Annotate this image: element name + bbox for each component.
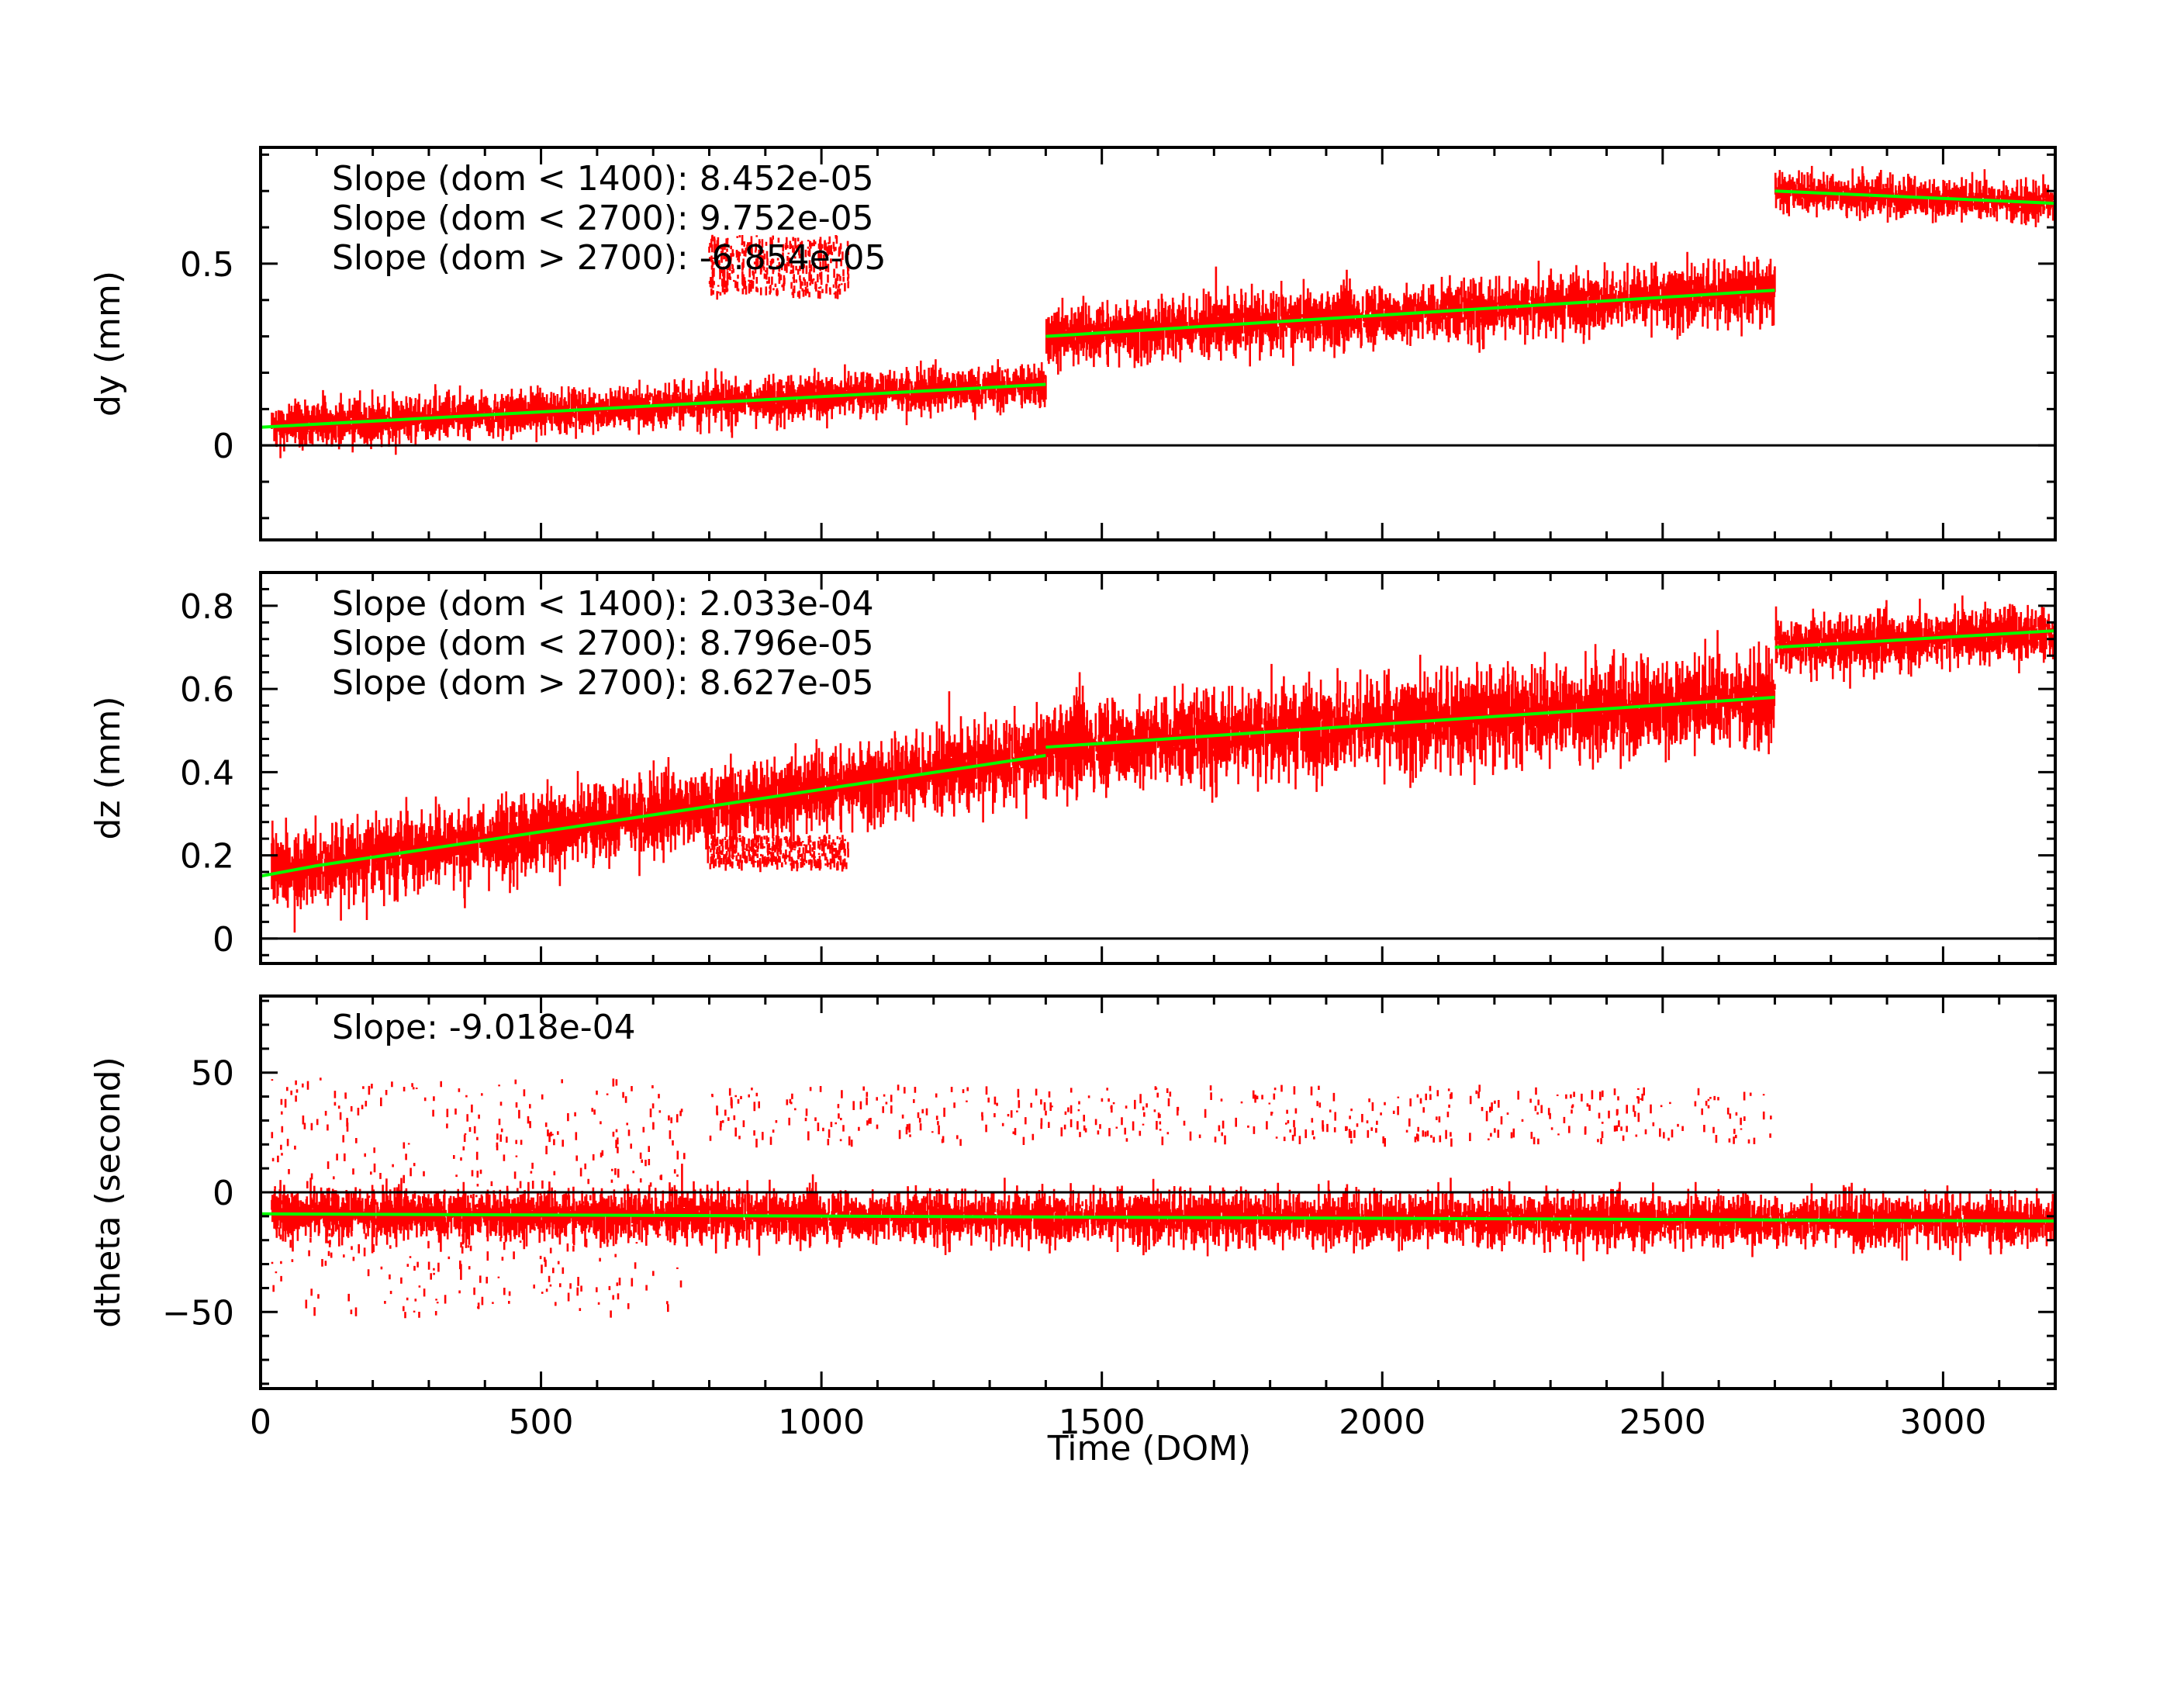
slope-annotation-dz-1: Slope (dom < 2700): 8.796e-05	[332, 624, 874, 663]
y-ticks-dz	[261, 571, 2055, 956]
x-tick-label: 0	[250, 1403, 271, 1442]
panel-dtheta: −50 0 50 dtheta (second) Slope: -9.018e-04	[88, 994, 2057, 1390]
data-cluster-dz-0	[708, 835, 849, 873]
x-tick-label: 2500	[1619, 1403, 1706, 1442]
slope-annotation-dy-1: Slope (dom < 2700): 9.752e-05	[332, 199, 874, 238]
x-tick-label: 1000	[778, 1403, 865, 1442]
x-ticks-dy	[259, 147, 2057, 540]
y-ticks-dy	[261, 153, 2055, 520]
x-tick-label: 500	[509, 1403, 574, 1442]
x-tick-label: 3000	[1899, 1403, 1986, 1442]
y-tick-label-dtheta: 50	[191, 1054, 234, 1094]
y-axis-label-dz: dz (mm)	[88, 696, 128, 839]
panels: 0 0.5 dy (mm) Slope (dom < 1400): 8.452e-05…	[88, 146, 2057, 1442]
y-axis-label-dy: dy (mm)	[88, 271, 128, 417]
fit-line-dz-1	[316, 753, 1046, 867]
y-tick-label-dz: 0.6	[180, 670, 234, 710]
y-tick-label-dz: 0	[213, 920, 234, 960]
data-cluster-dtheta-1	[709, 1084, 1772, 1148]
y-tick-label-dy: 0.5	[180, 245, 234, 285]
slope-annotation-dz-2: Slope (dom > 2700): 8.627e-05	[332, 663, 874, 703]
y-tick-label-dtheta: −50	[162, 1293, 234, 1333]
x-tick-label: 1500	[1059, 1403, 1146, 1442]
data-cluster-dy-0	[708, 234, 850, 300]
y-tick-label-dtheta: 0	[213, 1174, 234, 1213]
fit-line-dtheta-0	[260, 1212, 2056, 1223]
y-axis-label-dtheta: dtheta (second)	[88, 1057, 128, 1328]
data-band-dy-1	[1045, 251, 1776, 400]
slope-annotation-dtheta-0: Slope: -9.018e-04	[332, 1008, 636, 1047]
slope-annotation-dz-0: Slope (dom < 1400): 2.033e-04	[332, 584, 874, 624]
x-ticks-dz	[259, 572, 2057, 963]
fit-line-dy-1	[1045, 289, 1775, 338]
fit-line-dy-0	[260, 382, 1046, 429]
y-tick-label-dz: 0.2	[180, 837, 234, 877]
fit-line-dz-3	[1774, 629, 2056, 649]
y-tick-label-dz: 0.8	[180, 587, 234, 627]
data-cluster-dtheta-0	[271, 1077, 686, 1319]
x-ticks-dtheta	[259, 996, 2057, 1389]
panel-dy: 0 0.5 dy (mm) Slope (dom < 1400): 8.452e-05…	[88, 146, 2057, 541]
fit-line-dy-2	[1774, 189, 2056, 206]
fit-line-dz-2	[1045, 695, 1775, 749]
slope-annotation-dy-2: Slope (dom > 2700): -6.854e-05	[332, 238, 886, 278]
slope-annotation-dy-0: Slope (dom < 1400): 8.452e-05	[332, 159, 874, 199]
x-tick-label: 2000	[1339, 1403, 1425, 1442]
x-axis-label: Time (DOM)	[1047, 1429, 1251, 1468]
y-ticks-dtheta	[261, 999, 2055, 1385]
panel-dz: 0 0.2 0.4 0.6 0.8 dz (mm) Slope (dom < 1400): …	[88, 571, 2057, 965]
y-tick-label-dy: 0	[213, 427, 234, 466]
y-tick-label-dz: 0.4	[180, 753, 234, 793]
fit-line-dz-0	[260, 864, 317, 878]
